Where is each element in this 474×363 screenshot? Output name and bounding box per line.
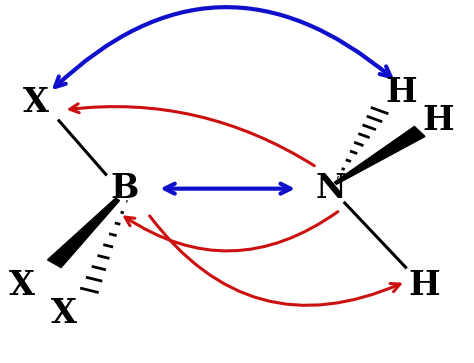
Text: H: H: [423, 104, 454, 137]
Text: B: B: [110, 172, 139, 205]
Text: X: X: [9, 269, 35, 302]
Polygon shape: [47, 198, 119, 268]
Text: X: X: [23, 86, 48, 119]
Text: H: H: [385, 76, 417, 109]
Text: H: H: [409, 269, 440, 302]
Text: N: N: [315, 172, 346, 205]
Text: X: X: [51, 297, 77, 330]
Polygon shape: [334, 126, 425, 184]
